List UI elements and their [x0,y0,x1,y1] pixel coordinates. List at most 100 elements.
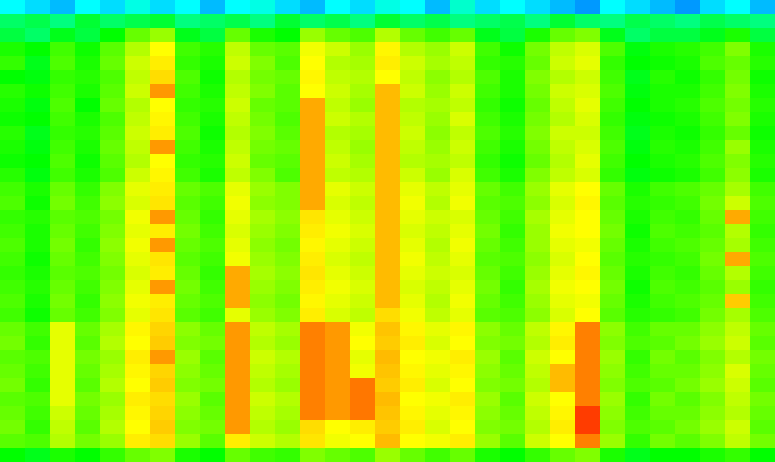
heat-cell [325,406,351,421]
heat-cell [150,224,176,239]
heat-cell [725,448,751,462]
heat-cell [575,266,601,281]
heat-cell [400,336,426,351]
heat-cell [175,294,201,309]
heat-cell [425,112,451,127]
heat-cell [200,364,226,379]
heat-cell [100,0,126,15]
heat-cell [25,294,51,309]
heat-cell [525,392,551,407]
heat-cell [450,196,476,211]
heat-cell [500,392,526,407]
heat-cell [150,406,176,421]
heat-cell [275,98,301,113]
heat-cell [675,56,701,71]
heat-cell [425,140,451,155]
heat-cell [450,112,476,127]
heat-cell [675,210,701,225]
heat-cell [725,140,751,155]
heat-cell [275,294,301,309]
heat-cell [700,42,726,57]
heat-cell [225,28,251,43]
heat-cell [425,406,451,421]
heat-cell [175,112,201,127]
heat-cell [225,350,251,365]
heat-cell [550,168,576,183]
heat-cell [575,42,601,57]
heat-cell [175,406,201,421]
heat-cell [500,98,526,113]
heat-cell [350,70,376,85]
heat-cell [75,168,101,183]
heat-cell [300,336,326,351]
heat-cell [425,84,451,99]
heat-cell [175,126,201,141]
heat-cell [25,420,51,435]
heat-cell [175,84,201,99]
heat-cell [200,168,226,183]
heat-cell [600,392,626,407]
heat-cell [100,420,126,435]
heat-cell [400,210,426,225]
heat-cell [300,406,326,421]
heat-cell [100,126,126,141]
heat-cell [275,280,301,295]
heat-cell [125,420,151,435]
heat-cell [550,140,576,155]
heat-cell [375,196,401,211]
heat-cell [100,434,126,449]
heat-cell [300,28,326,43]
heat-cell [275,126,301,141]
heat-cell [525,308,551,323]
heat-cell [550,322,576,337]
heat-cell [675,42,701,57]
heat-cell [375,448,401,462]
heat-cell [700,0,726,15]
heat-cell [50,154,76,169]
heat-cell [575,448,601,462]
heat-cell [600,98,626,113]
heat-cell [325,140,351,155]
heat-cell [25,154,51,169]
heat-cell [625,350,651,365]
heat-cell [50,84,76,99]
heat-cell [75,238,101,253]
heat-cell [650,336,676,351]
heat-cell [300,182,326,197]
heat-cell [100,392,126,407]
heat-cell [575,294,601,309]
heat-cell [550,112,576,127]
heat-cell [275,182,301,197]
heat-cell [0,140,26,155]
heat-cell [175,98,201,113]
heat-cell [450,84,476,99]
heat-cell [425,210,451,225]
heat-cell [75,0,101,15]
heat-cell [350,14,376,29]
heat-cell [700,336,726,351]
heat-cell [750,210,775,225]
heat-cell [350,336,376,351]
heat-cell [150,98,176,113]
heat-cell [325,84,351,99]
heat-cell [250,112,276,127]
heat-cell [25,14,51,29]
heat-cell [475,224,501,239]
heat-cell [100,336,126,351]
heat-cell [0,56,26,71]
heat-cell [425,154,451,169]
heat-cell [150,378,176,393]
heat-cell [300,0,326,15]
heat-cell [625,406,651,421]
heat-cell [350,294,376,309]
heat-cell [250,406,276,421]
heat-cell [650,392,676,407]
heat-cell [425,448,451,462]
heat-cell [525,420,551,435]
heat-cell [300,434,326,449]
heat-cell [675,28,701,43]
heat-cell [600,112,626,127]
heat-cell [275,420,301,435]
heat-cell [475,126,501,141]
heat-cell [575,154,601,169]
